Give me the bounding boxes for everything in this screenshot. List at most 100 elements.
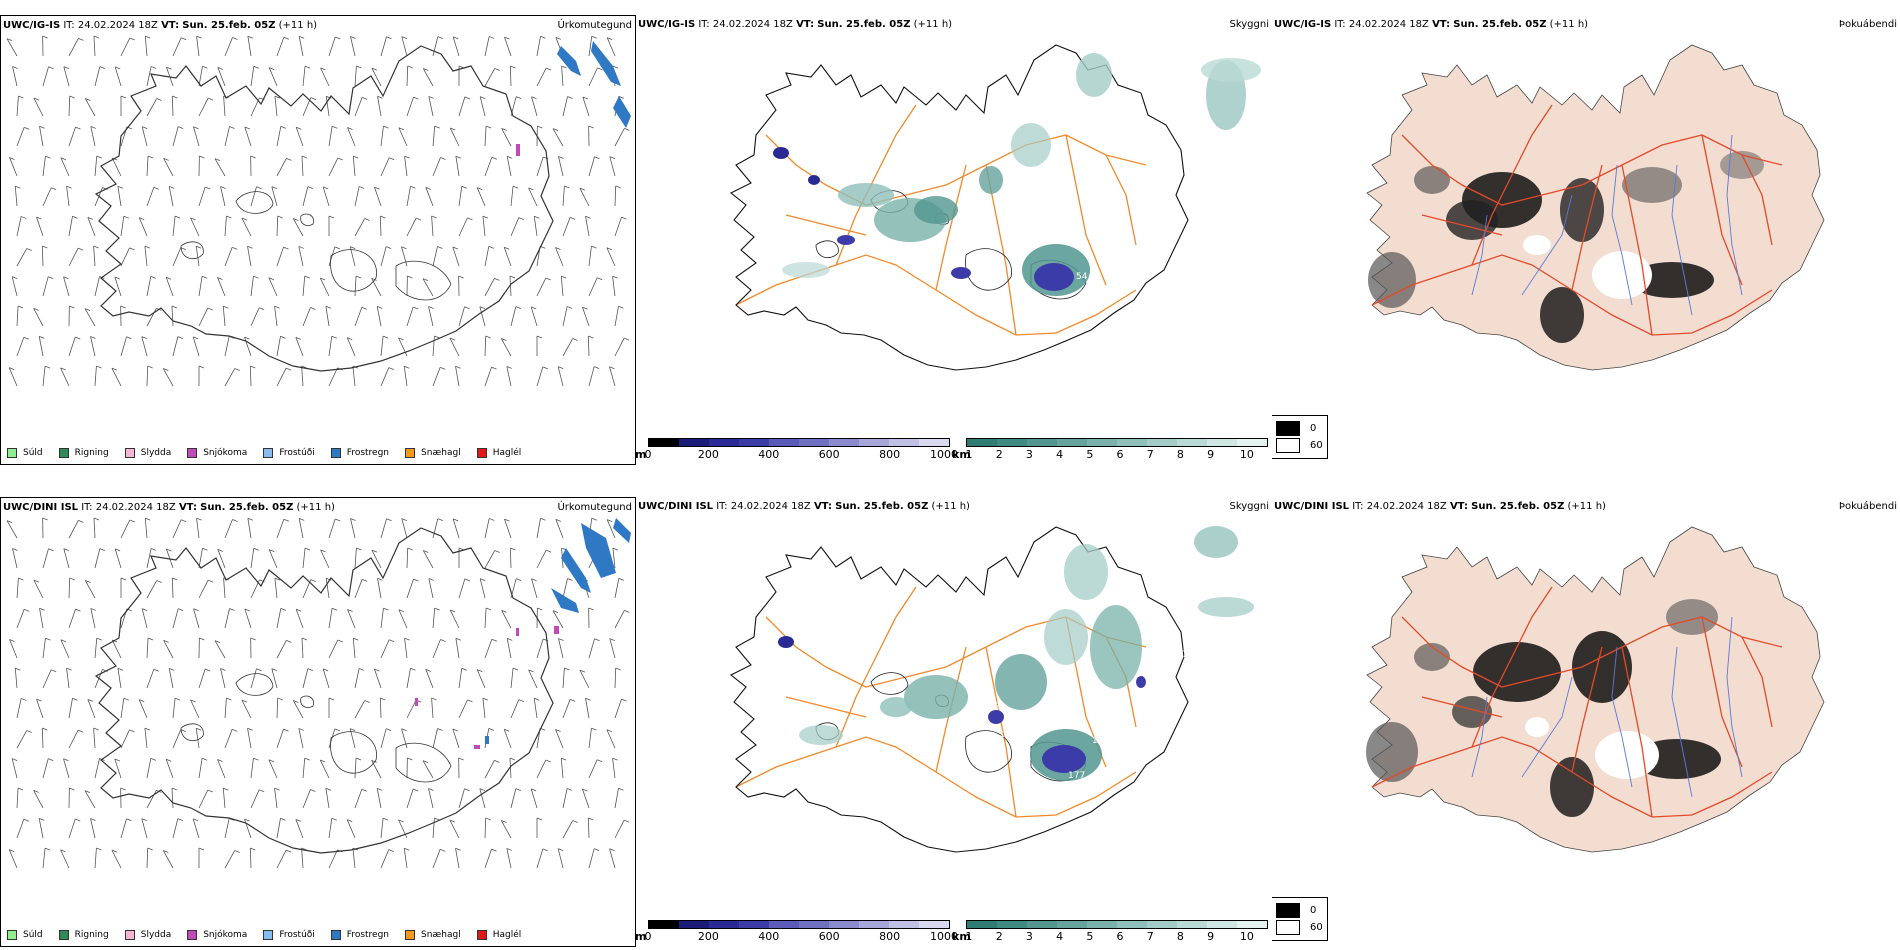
- wind-barb: [276, 697, 279, 719]
- wind-barb: [39, 126, 44, 147]
- wind-barb: [531, 578, 538, 599]
- svg-text:28: 28: [1145, 145, 1157, 155]
- wind-barb: [8, 367, 18, 387]
- wind-barb: [510, 788, 517, 809]
- wind-barb: [588, 36, 593, 57]
- wind-barb: [606, 519, 616, 539]
- wind-barb: [302, 548, 306, 569]
- legend-item: Rigning: [58, 930, 109, 940]
- wind-barb: [325, 788, 330, 809]
- wind-barbs: [6, 517, 630, 869]
- wind-barb: [292, 700, 304, 719]
- wind-barb: [172, 336, 179, 357]
- wind-barb: [458, 788, 465, 809]
- svg-text:207: 207: [1043, 218, 1060, 228]
- wind-barb: [162, 850, 174, 869]
- wind-barb: [398, 819, 408, 839]
- wind-barb: [94, 638, 98, 659]
- wind-barb: [377, 96, 382, 117]
- wind-barb: [38, 818, 44, 839]
- wind-barb: [582, 96, 590, 117]
- iceland-coastline: [94, 45, 554, 372]
- wind-barb: [244, 126, 252, 147]
- wind-barb: [268, 759, 278, 779]
- wind-barb: [90, 336, 96, 357]
- wind-barb: [536, 759, 547, 779]
- wind-barb: [117, 186, 122, 207]
- wind-barb: [171, 95, 174, 117]
- wind-barb: [484, 550, 496, 569]
- wind-barb: [250, 307, 260, 327]
- wind-barb: [432, 849, 441, 869]
- wind-barb: [588, 638, 595, 659]
- wind-barb: [510, 306, 517, 327]
- wind-barb: [68, 520, 79, 539]
- wind-barb: [528, 187, 538, 207]
- wind-barb: [380, 246, 387, 267]
- wind-barb: [68, 247, 79, 267]
- wind-barb: [406, 578, 414, 599]
- wind-barb: [172, 698, 176, 719]
- wind-barb: [302, 186, 309, 207]
- wind-barb: [120, 216, 125, 237]
- wind-barb: [371, 549, 382, 569]
- wind-barb: [479, 96, 486, 117]
- wind-barb: [406, 65, 409, 87]
- frostregn-area: [557, 41, 631, 128]
- wind-barb: [587, 817, 590, 839]
- wind-barb: [60, 367, 70, 387]
- visibility-panel-row2: 4 1 272 20 8 12 123 177 10 7 11 UWC/DINI…: [636, 497, 1272, 947]
- wind-barb: [431, 216, 434, 237]
- wind-barb: [422, 278, 434, 297]
- wind-barb: [295, 609, 304, 629]
- wind-barb: [422, 550, 434, 569]
- wind-barb: [422, 760, 434, 779]
- legend-item: Súld: [7, 930, 43, 940]
- wind-barb: [325, 306, 330, 327]
- rivers: [1471, 616, 1743, 798]
- wind-barb: [117, 668, 122, 689]
- wind-barb: [501, 610, 512, 629]
- wind-barb: [401, 518, 408, 539]
- wind-barb: [588, 156, 595, 177]
- low-visibility-areas: [773, 53, 1261, 296]
- wind-barb: [42, 187, 52, 207]
- wind-barb: [504, 36, 512, 57]
- visibility-m-colorbar: m 0 200 400 600 800 1000: [636, 920, 958, 943]
- wind-barb: [198, 579, 209, 599]
- svg-text:272: 272: [983, 702, 1000, 712]
- wind-barb: [94, 66, 101, 87]
- wind-barb: [510, 186, 514, 207]
- wind-barb: [484, 36, 490, 57]
- wind-barb: [38, 336, 44, 357]
- wind-barb: [562, 306, 568, 327]
- wind-barb: [328, 608, 333, 629]
- wind-barb: [506, 638, 512, 659]
- wind-barb: [302, 758, 306, 779]
- wind-barb: [352, 156, 356, 177]
- wind-barb: [250, 789, 260, 809]
- wind-barb: [606, 247, 616, 267]
- wind-barb: [195, 246, 200, 267]
- wind-barb: [190, 699, 200, 719]
- wind-barb: [328, 336, 333, 357]
- wind-barb: [588, 848, 595, 869]
- svg-text:20: 20: [1050, 700, 1062, 710]
- legend-item: Rigning: [58, 448, 109, 458]
- wind-barb: [217, 67, 226, 87]
- precip-map-row1: [6, 35, 631, 387]
- wind-barb: [247, 246, 252, 267]
- wind-barb: [562, 186, 565, 207]
- low-visibility-areas: [778, 526, 1254, 781]
- legend-item: Haglél: [476, 448, 521, 458]
- wind-barb: [555, 729, 564, 749]
- wind-barb: [510, 699, 520, 719]
- wind-barb: [172, 247, 182, 267]
- wind-barb: [111, 849, 122, 869]
- wind-barb: [16, 609, 25, 629]
- panel-title: UWC/DINI ISL IT: 24.02.2024 18Z VT: Sun.…: [638, 501, 970, 512]
- wind-barb: [562, 820, 574, 839]
- wind-barb: [536, 67, 547, 87]
- wind-barb: [301, 638, 304, 659]
- wind-barb: [224, 818, 230, 839]
